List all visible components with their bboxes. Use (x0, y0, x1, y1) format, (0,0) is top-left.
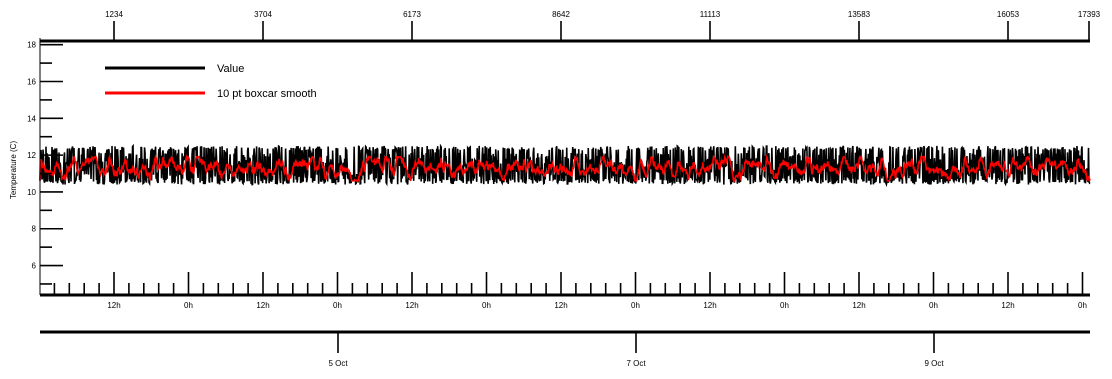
y-axis-label: Temperature (C) (9, 141, 18, 200)
top-axis-tick-label: 6173 (403, 10, 421, 19)
data-layer (39, 143, 1091, 188)
hour-tick-label: 12h (107, 301, 120, 310)
hour-tick-label: 12h (256, 301, 269, 310)
hour-tick-label: 0h (631, 301, 640, 310)
y-tick-label: 12 (27, 151, 36, 160)
y-tick-label: 6 (32, 262, 37, 271)
hour-tick-label: 0h (333, 301, 342, 310)
hour-tick-label: 0h (184, 301, 193, 310)
date-tick-label: 7 Oct (626, 359, 646, 368)
top-axis-tick-label: 1234 (105, 10, 123, 19)
hour-tick-label: 12h (703, 301, 716, 310)
series-smooth-line (39, 153, 1091, 183)
top-axis-tick-label: 8642 (552, 10, 570, 19)
axes-layer: 6 8 10 12 14 16 18 1234 3704 6173 8642 11113 13583 16… (27, 10, 1101, 368)
top-axis-tick-label: 3704 (254, 10, 272, 19)
top-axis-tick-label: 16053 (997, 10, 1020, 19)
legend-label-value: Value (217, 63, 244, 75)
y-tick-label: 16 (27, 77, 36, 86)
top-axis-tick-label: 11113 (700, 10, 721, 19)
series-value-line (39, 143, 1091, 188)
date-tick-label: 9 Oct (924, 359, 944, 368)
hour-tick-label: 12h (1001, 301, 1014, 310)
legend: Value 10 pt boxcar smooth (105, 63, 317, 100)
hour-tick-label: 0h (929, 301, 938, 310)
hour-tick-label: 0h (1078, 301, 1087, 310)
y-tick-label: 18 (27, 41, 36, 50)
date-tick-label: 5 Oct (328, 359, 348, 368)
hour-tick-label: 0h (780, 301, 789, 310)
hour-tick-label: 12h (554, 301, 567, 310)
top-axis-tick-label: 13583 (848, 10, 871, 19)
hour-tick-label: 0h (482, 301, 491, 310)
y-tick-label: 14 (27, 114, 36, 123)
y-tick-label: 10 (27, 188, 36, 197)
legend-label-smooth: 10 pt boxcar smooth (217, 88, 317, 100)
y-tick-label: 8 (32, 225, 37, 234)
hour-tick-label: 12h (852, 301, 865, 310)
top-axis-tick-label: 17393 (1078, 10, 1101, 19)
hour-tick-label: 12h (405, 301, 418, 310)
